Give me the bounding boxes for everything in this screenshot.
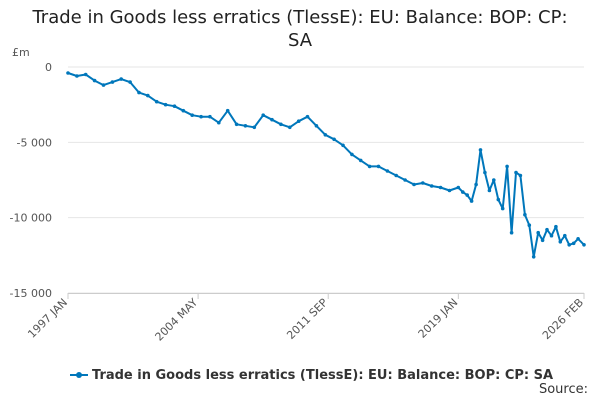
data-point — [456, 185, 461, 190]
data-point — [567, 243, 571, 247]
data-point — [540, 238, 545, 243]
data-point — [576, 237, 580, 241]
axes: 0 -5 000 -10 000 -15 000 £m 1997 JAN 2004 MAY 2… — [10, 46, 587, 344]
data-point — [199, 114, 203, 119]
data-point — [492, 178, 496, 182]
data-point — [288, 125, 292, 130]
data-point — [558, 240, 563, 244]
data-point — [243, 124, 248, 128]
x-tick-label: 1997 JAN — [25, 296, 70, 341]
legend-label: Trade in Goods less erratics (TlessE): E… — [92, 367, 554, 383]
data-point — [429, 184, 434, 188]
data-point — [119, 77, 123, 81]
data-point — [323, 133, 328, 137]
data-point — [500, 206, 505, 211]
data-point — [527, 223, 532, 227]
series-layer — [66, 71, 586, 259]
data-point — [461, 190, 465, 194]
data-point — [154, 99, 159, 104]
data-point — [279, 122, 283, 127]
data-point — [385, 169, 390, 173]
data-point — [208, 114, 212, 119]
y-axis-unit-label: £m — [12, 46, 30, 59]
chart-title-line-2: SA — [287, 30, 313, 51]
data-point — [225, 108, 230, 113]
data-point — [447, 188, 452, 193]
data-point — [545, 227, 549, 232]
data-point — [536, 230, 540, 235]
data-point — [75, 74, 79, 78]
data-point — [270, 117, 274, 122]
data-point — [350, 152, 354, 157]
y-tick-label: -5 000 — [17, 136, 52, 149]
y-tick-label: 0 — [45, 61, 52, 74]
x-tick-label: 2004 MAY — [153, 296, 201, 344]
data-point — [438, 185, 443, 190]
data-point — [474, 182, 478, 187]
data-point — [571, 241, 576, 246]
data-point — [523, 212, 527, 217]
data-point — [465, 193, 470, 197]
data-point — [261, 113, 266, 117]
data-point — [483, 170, 487, 175]
data-point — [412, 182, 416, 187]
data-point — [332, 137, 336, 142]
legend[interactable]: Trade in Goods less erratics (TlessE): E… — [70, 366, 553, 384]
data-point — [469, 199, 474, 203]
data-point — [514, 170, 518, 175]
data-point — [509, 230, 514, 235]
data-point — [101, 83, 106, 87]
legend-swatch — [70, 369, 88, 381]
data-point — [314, 124, 319, 128]
data-point — [110, 80, 115, 84]
data-point — [181, 108, 186, 113]
data-point — [137, 90, 141, 95]
data-point — [252, 125, 257, 130]
data-point — [554, 224, 558, 229]
data-point — [487, 188, 492, 193]
chart-title-line-1: Trade in Goods less erratics (TlessE): E… — [32, 7, 568, 28]
y-tick-label: -10 000 — [10, 212, 52, 225]
data-point — [172, 104, 177, 108]
source-label: Source: — [538, 382, 588, 397]
y-tick-label: -15 000 — [10, 287, 52, 300]
x-tick-label: 2011 SEP — [284, 296, 330, 342]
data-point — [146, 93, 150, 98]
data-point — [92, 78, 97, 83]
data-point — [394, 173, 399, 178]
data-point — [563, 233, 567, 238]
x-tick-label: 2026 FEB — [540, 296, 586, 342]
data-point — [376, 164, 381, 169]
data-point — [403, 178, 407, 182]
data-point — [234, 122, 239, 127]
data-point — [83, 72, 88, 77]
data-point — [421, 181, 425, 185]
x-tick-label: 2019 JAN — [416, 296, 461, 341]
data-point — [549, 233, 554, 238]
data-point — [296, 119, 301, 123]
data-point — [505, 164, 509, 169]
data-point — [66, 71, 70, 75]
data-point — [531, 254, 536, 259]
data-point — [367, 164, 372, 169]
data-point — [305, 114, 310, 119]
data-point — [478, 148, 483, 152]
data-point — [190, 113, 194, 117]
data-point — [496, 197, 501, 202]
data-point — [341, 143, 345, 148]
data-point — [358, 158, 363, 163]
chart-title: Trade in Goods less erratics (TlessE): E… — [0, 6, 600, 52]
data-point — [163, 102, 168, 107]
data-point — [128, 80, 132, 84]
data-point — [518, 173, 523, 178]
data-point — [217, 120, 221, 125]
data-point — [582, 243, 586, 247]
